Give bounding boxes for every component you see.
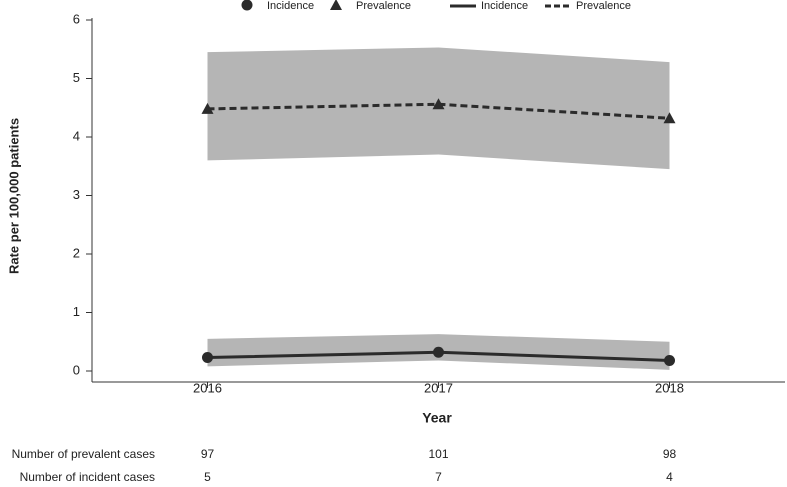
- legend-label: Prevalence: [356, 0, 411, 12]
- table-cell: 7: [435, 470, 442, 484]
- data-point: [201, 102, 214, 114]
- x-tick-label: 2018: [655, 380, 684, 395]
- data-point: [663, 112, 676, 124]
- y-tick-label: 2: [73, 245, 80, 260]
- x-tick-label: 2016: [193, 380, 222, 395]
- data-point: [664, 354, 675, 366]
- data-point: [432, 98, 445, 110]
- table-row-label: Number of incident cases: [20, 470, 155, 484]
- x-axis-label: Year: [422, 410, 452, 426]
- legend-label: Prevalence: [576, 0, 631, 12]
- legend-label: Incidence: [267, 0, 314, 12]
- y-tick-label: 5: [73, 70, 80, 85]
- data-point: [433, 346, 444, 358]
- y-tick-label: 3: [73, 187, 80, 202]
- legend-marker: [330, 0, 342, 10]
- table-cell: 98: [663, 447, 677, 461]
- y-tick-label: 0: [73, 362, 80, 377]
- y-tick-label: 1: [73, 304, 80, 319]
- y-tick-label: 4: [73, 128, 80, 143]
- table-row-label: Number of prevalent cases: [12, 447, 155, 461]
- legend-label: Incidence: [481, 0, 528, 12]
- table-cell: 4: [666, 470, 673, 484]
- y-tick-label: 6: [73, 11, 80, 26]
- legend-marker: [241, 0, 253, 11]
- x-tick-label: 2017: [424, 380, 453, 395]
- table-cell: 5: [204, 470, 211, 484]
- y-axis-label: Rate per 100,000 patients: [6, 118, 21, 274]
- table-cell: 101: [428, 447, 448, 461]
- table-cell: 97: [201, 447, 215, 461]
- data-point: [202, 352, 213, 364]
